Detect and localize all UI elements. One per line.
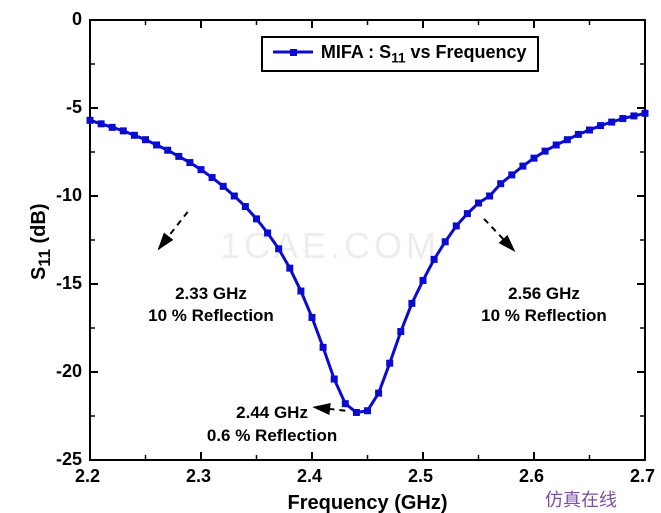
x-tick-label: 2.3 [186, 466, 211, 487]
y-tick-label: -5 [66, 97, 82, 118]
legend-text: MIFA : S11 vs Frequency [321, 42, 527, 66]
annot-min-line1: 2.44 GHz [192, 402, 352, 424]
legend: MIFA : S11 vs Frequency [261, 36, 539, 72]
x-tick-label: 2.7 [630, 466, 655, 487]
annot-left: 2.33 GHz10 % Reflection [131, 283, 291, 327]
y-tick-label: -15 [56, 273, 82, 294]
x-axis-title: Frequency (GHz) [288, 492, 448, 513]
annot-right: 2.56 GHz10 % Reflection [464, 283, 624, 327]
y-tick-label: 0 [72, 9, 82, 30]
y-tick-label: -20 [56, 361, 82, 382]
y-tick-label: -10 [56, 185, 82, 206]
annot-right-line2: 10 % Reflection [464, 305, 624, 327]
y-axis-title: S11 (dB) [28, 204, 55, 281]
annot-left-line1: 2.33 GHz [131, 283, 291, 305]
annot-right-line1: 2.56 GHz [464, 283, 624, 305]
x-tick-label: 2.5 [408, 466, 433, 487]
legend-swatch [273, 43, 313, 64]
footer-brand: 仿真在线 [545, 486, 617, 512]
annot-min: 2.44 GHz0.6 % Reflection [192, 402, 352, 446]
annot-min-line2: 0.6 % Reflection [192, 425, 352, 447]
y-tick-label: -25 [56, 449, 82, 470]
x-tick-label: 2.6 [519, 466, 544, 487]
annot-left-line2: 10 % Reflection [131, 305, 291, 327]
x-tick-label: 2.4 [297, 466, 322, 487]
